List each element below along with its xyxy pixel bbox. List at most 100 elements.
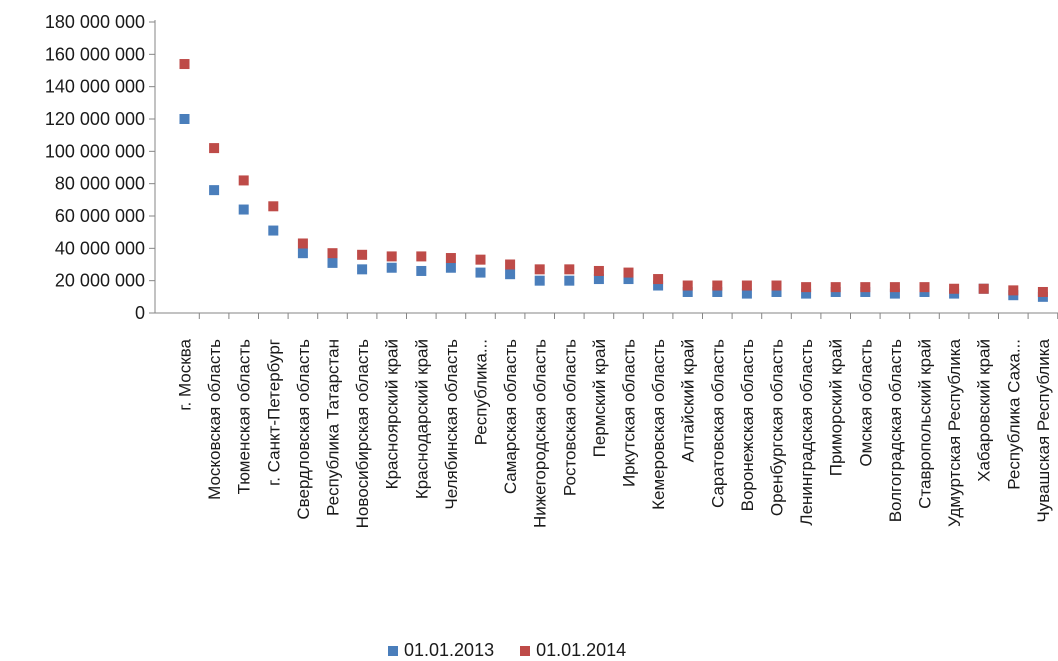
y-tick-label: 100 000 000: [45, 141, 145, 161]
x-tick-label: Саратовская область: [708, 339, 727, 508]
data-point-01-01-2014: [238, 175, 249, 186]
data-point-01-01-2014: [653, 274, 664, 285]
data-point-01-01-2013: [801, 288, 812, 299]
y-tick-label: 180 000 000: [45, 12, 145, 32]
data-point-01-01-2014: [771, 280, 782, 291]
data-point-01-01-2013: [327, 257, 338, 268]
data-point-01-01-2014: [801, 282, 812, 293]
data-point-01-01-2014: [564, 264, 575, 275]
data-point-01-01-2013: [564, 275, 575, 286]
data-point-01-01-2014: [179, 59, 190, 70]
x-tick-label: Иркутская область: [620, 339, 639, 487]
data-point-01-01-2013: [889, 288, 900, 299]
data-point-01-01-2014: [949, 283, 960, 294]
data-point-01-01-2014: [978, 283, 989, 294]
x-tick-label: Кемеровская область: [649, 339, 668, 510]
data-point-01-01-2013: [445, 262, 456, 273]
data-point-01-01-2014: [1037, 286, 1048, 297]
x-tick-label: Республика...: [472, 339, 491, 445]
x-tick-label: Московская область: [205, 339, 224, 500]
x-tick-label: г. Санкт-Петербург: [264, 339, 283, 486]
data-point-01-01-2014: [357, 249, 368, 260]
data-point-01-01-2014: [327, 248, 338, 259]
data-point-01-01-2013: [238, 204, 249, 215]
x-tick-label: Волгоградская область: [886, 339, 905, 522]
x-tick-label: Краснодарский край: [412, 339, 431, 499]
legend-swatch-2014: [520, 645, 531, 656]
data-point-01-01-2014: [416, 251, 427, 262]
data-point-01-01-2014: [209, 143, 220, 154]
data-point-01-01-2014: [593, 265, 604, 276]
y-tick-label: 60 000 000: [55, 206, 145, 226]
legend-label-2014: 01.01.2014: [536, 640, 627, 660]
data-point-01-01-2014: [297, 238, 308, 249]
data-point-01-01-2013: [268, 225, 279, 236]
data-point-01-01-2014: [268, 201, 279, 212]
data-point-01-01-2013: [653, 280, 664, 291]
data-point-01-01-2014: [741, 280, 752, 291]
data-point-01-01-2014: [1008, 285, 1019, 296]
data-point-01-01-2013: [593, 274, 604, 285]
y-tick-label: 120 000 000: [45, 109, 145, 129]
data-point-01-01-2014: [860, 282, 871, 293]
data-point-01-01-2014: [919, 282, 930, 293]
data-point-01-01-2014: [445, 253, 456, 264]
data-point-01-01-2013: [741, 288, 752, 299]
chart-legend: 01.01.2013 01.01.2014: [388, 640, 626, 661]
data-point-01-01-2013: [416, 265, 427, 276]
data-point-01-01-2014: [475, 254, 486, 265]
x-tick-label: Республика Татарстан: [324, 339, 343, 516]
legend-item-2014: 01.01.2014: [520, 640, 626, 661]
y-tick-label: 40 000 000: [55, 238, 145, 258]
x-tick-label: Красноярский край: [383, 339, 402, 489]
data-point-01-01-2013: [209, 185, 220, 196]
data-point-01-01-2013: [475, 267, 486, 278]
data-point-01-01-2014: [505, 259, 516, 270]
data-point-01-01-2014: [623, 267, 634, 278]
data-point-01-01-2014: [534, 264, 545, 275]
data-point-01-01-2013: [179, 114, 190, 124]
x-tick-label: Воронежская область: [738, 339, 757, 512]
legend-swatch-2013: [388, 645, 398, 656]
data-point-01-01-2014: [830, 282, 841, 293]
y-tick-label: 0: [135, 303, 145, 323]
x-tick-label: Республика Саха...: [1004, 339, 1023, 490]
x-tick-label: Приморский край: [827, 339, 846, 476]
x-tick-label: Тюменская область: [235, 339, 254, 495]
data-point-01-01-2014: [712, 280, 723, 291]
x-tick-label: г. Москва: [176, 338, 195, 410]
x-tick-label: Пермский край: [590, 339, 609, 457]
data-point-01-01-2014: [682, 280, 693, 291]
data-point-01-01-2013: [534, 275, 545, 286]
data-point-01-01-2013: [623, 274, 634, 285]
legend-item-2013: 01.01.2013: [388, 640, 494, 661]
y-tick-label: 80 000 000: [55, 174, 145, 194]
data-point-01-01-2014: [386, 251, 397, 262]
legend-label-2013: 01.01.2013: [404, 640, 495, 660]
x-tick-label: Свердловская область: [294, 339, 313, 520]
x-tick-label: Оренбургская область: [768, 339, 787, 516]
data-point-01-01-2013: [712, 286, 723, 297]
x-tick-label: Челябинская область: [442, 339, 461, 510]
data-point-01-01-2014: [889, 282, 900, 293]
x-tick-label: Омская область: [856, 339, 875, 467]
x-tick-label: Удмуртская Республика: [945, 338, 964, 527]
data-point-01-01-2013: [682, 286, 693, 297]
x-tick-label: Ростовская область: [560, 339, 579, 496]
data-point-01-01-2013: [771, 286, 782, 297]
data-point-01-01-2013: [505, 269, 516, 280]
x-tick-label: Самарская область: [501, 339, 520, 494]
x-tick-label: Нижегородская область: [531, 339, 550, 528]
x-tick-label: Хабаровский край: [975, 339, 994, 482]
scatter-chart: 0 20 000 000 40 000 000 60 000 000 80 000 00…: [45, 12, 1058, 528]
data-point-01-01-2013: [357, 264, 368, 275]
data-point-01-01-2013: [386, 262, 397, 273]
y-tick-label: 160 000 000: [45, 44, 145, 64]
x-tick-label: Ленинградская область: [797, 339, 816, 526]
x-tick-label: Ставропольский край: [916, 339, 935, 509]
x-tick-label: Новосибирская область: [353, 339, 372, 528]
data-point-01-01-2013: [297, 248, 308, 259]
x-tick-label: Чувашская Республика: [1034, 338, 1053, 522]
y-tick-label: 140 000 000: [45, 77, 145, 97]
y-tick-label: 20 000 000: [55, 271, 145, 291]
